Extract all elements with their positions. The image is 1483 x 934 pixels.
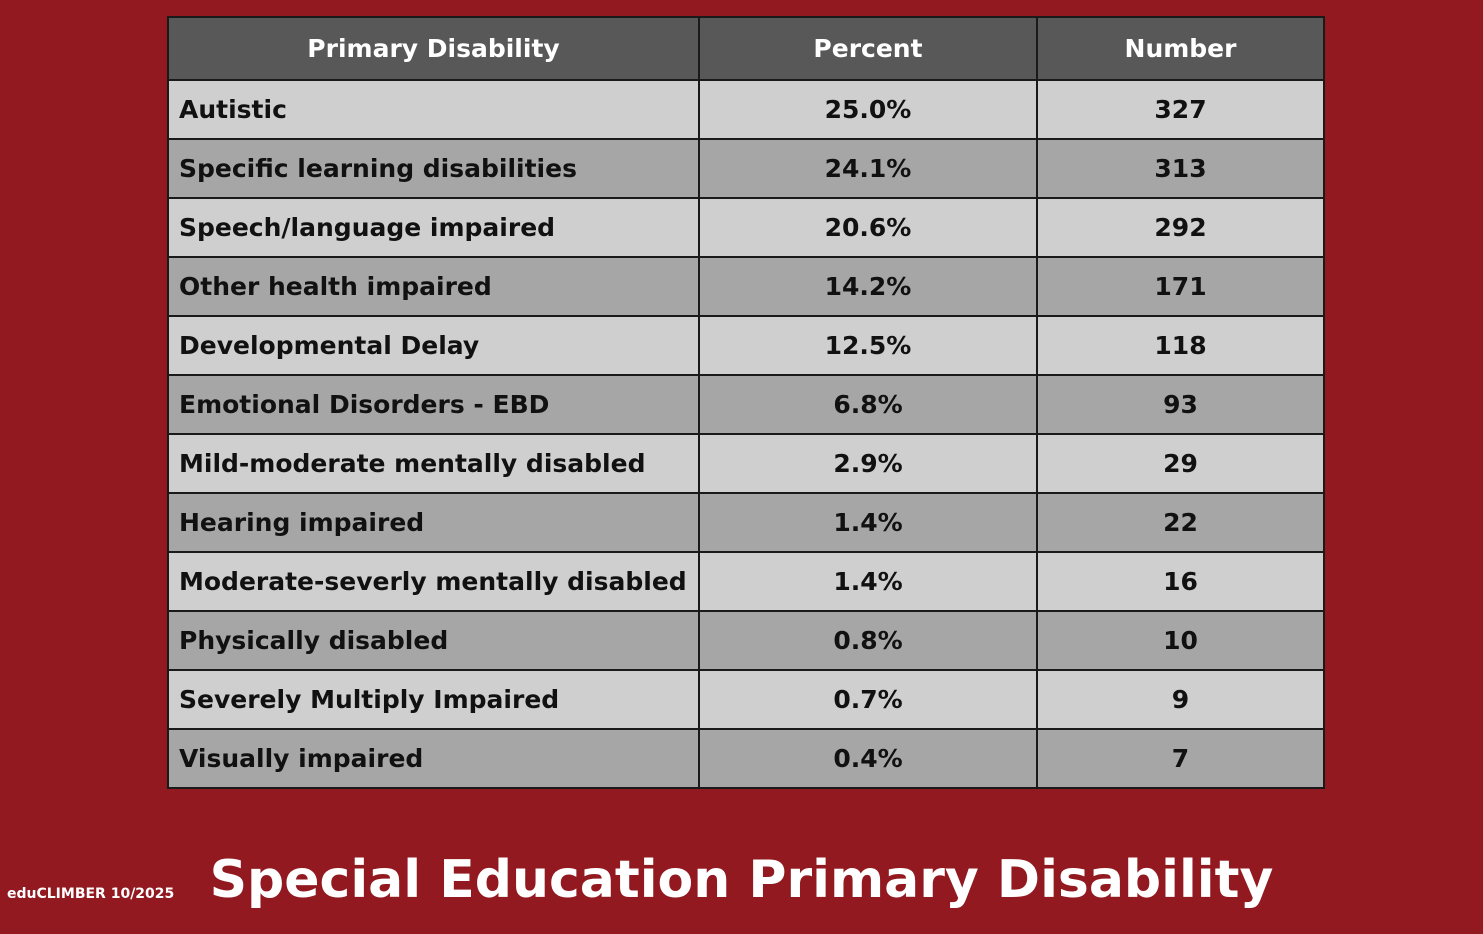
table-row: Specific learning disabilities 24.1% 313	[167, 138, 1325, 199]
header-primary-disability: Primary Disability	[167, 16, 700, 81]
row-number: 118	[1036, 315, 1325, 376]
row-percent: 24.1%	[698, 138, 1038, 199]
row-disability-name: Speech/language impaired	[167, 197, 700, 258]
row-number: 7	[1036, 728, 1325, 789]
row-disability-name: Physically disabled	[167, 610, 700, 671]
row-disability-name: Emotional Disorders - EBD	[167, 374, 700, 435]
table-row: Developmental Delay 12.5% 118	[167, 315, 1325, 376]
row-number: 10	[1036, 610, 1325, 671]
row-percent: 12.5%	[698, 315, 1038, 376]
header-number: Number	[1036, 16, 1325, 81]
row-percent: 1.4%	[698, 551, 1038, 612]
table-row: Speech/language impaired 20.6% 292	[167, 197, 1325, 258]
row-percent: 14.2%	[698, 256, 1038, 317]
row-percent: 20.6%	[698, 197, 1038, 258]
row-percent: 2.9%	[698, 433, 1038, 494]
row-number: 29	[1036, 433, 1325, 494]
table-row: Moderate-severly mentally disabled 1.4% …	[167, 551, 1325, 612]
row-number: 22	[1036, 492, 1325, 553]
table-row: Emotional Disorders - EBD 6.8% 93	[167, 374, 1325, 435]
row-disability-name: Developmental Delay	[167, 315, 700, 376]
row-disability-name: Autistic	[167, 79, 700, 140]
row-percent: 0.7%	[698, 669, 1038, 730]
row-disability-name: Specific learning disabilities	[167, 138, 700, 199]
table-row: Physically disabled 0.8% 10	[167, 610, 1325, 671]
row-number: 292	[1036, 197, 1325, 258]
row-disability-name: Visually impaired	[167, 728, 700, 789]
row-percent: 6.8%	[698, 374, 1038, 435]
footer-source-label: eduCLIMBER 10/2025	[7, 886, 175, 902]
disability-table: Primary Disability Percent Number Autist…	[167, 16, 1325, 789]
row-number: 9	[1036, 669, 1325, 730]
header-percent: Percent	[698, 16, 1038, 81]
table-header-row: Primary Disability Percent Number	[167, 16, 1325, 81]
row-disability-name: Severely Multiply Impaired	[167, 669, 700, 730]
row-number: 93	[1036, 374, 1325, 435]
row-number: 313	[1036, 138, 1325, 199]
row-disability-name: Moderate-severly mentally disabled	[167, 551, 700, 612]
row-percent: 1.4%	[698, 492, 1038, 553]
row-percent: 0.4%	[698, 728, 1038, 789]
page-title: Special Education Primary Disability	[209, 850, 1274, 910]
row-disability-name: Other health impaired	[167, 256, 700, 317]
table-row: Visually impaired 0.4% 7	[167, 728, 1325, 789]
row-disability-name: Mild-moderate mentally disabled	[167, 433, 700, 494]
table-row: Mild-moderate mentally disabled 2.9% 29	[167, 433, 1325, 494]
row-number: 327	[1036, 79, 1325, 140]
row-number: 171	[1036, 256, 1325, 317]
disability-table-container: Primary Disability Percent Number Autist…	[167, 16, 1325, 789]
table-row: Other health impaired 14.2% 171	[167, 256, 1325, 317]
row-percent: 25.0%	[698, 79, 1038, 140]
row-percent: 0.8%	[698, 610, 1038, 671]
table-row: Severely Multiply Impaired 0.7% 9	[167, 669, 1325, 730]
table-row: Autistic 25.0% 327	[167, 79, 1325, 140]
row-disability-name: Hearing impaired	[167, 492, 700, 553]
table-row: Hearing impaired 1.4% 22	[167, 492, 1325, 553]
row-number: 16	[1036, 551, 1325, 612]
